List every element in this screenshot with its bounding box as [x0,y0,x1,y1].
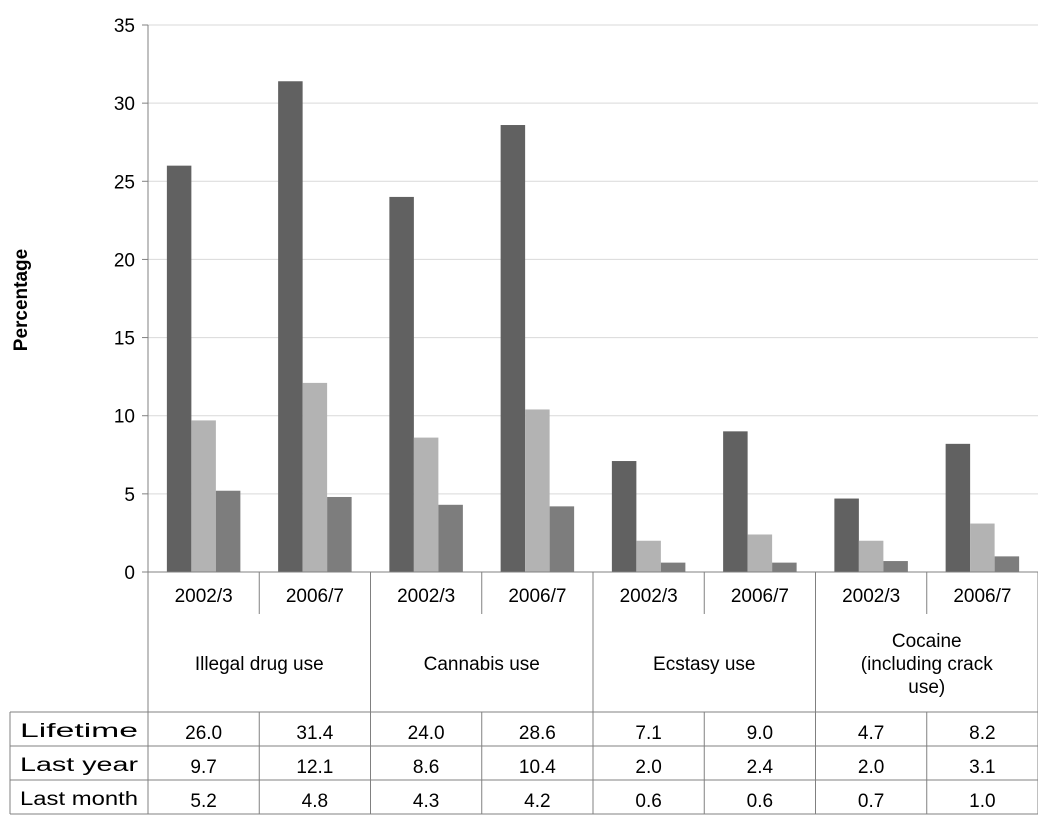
data-label: 4.3 [413,791,439,812]
bar [970,523,995,572]
bar [747,534,773,572]
bar [772,562,797,572]
series-name: Last month [20,789,138,810]
data-label: 3.1 [969,757,995,778]
group-label-line: Cannabis use [424,654,540,675]
bar [302,382,328,572]
group-label: Cannabis use [424,654,540,675]
bar [278,81,303,573]
bar [413,437,439,572]
y-tick-label: 0 [124,563,135,584]
group-label-line: Illegal drug use [195,654,324,675]
category-label: 2006/7 [953,586,1011,607]
data-label: 0.7 [858,791,884,812]
category-label: 2002/3 [842,586,900,607]
bars [166,81,1020,573]
bar [858,540,884,572]
series-name: Last year [20,755,139,776]
category-label: 2006/7 [286,586,344,607]
data-label: 8.2 [969,723,995,744]
group-label-line: (including crack [861,654,993,675]
bar [611,461,637,572]
data-label: 8.6 [413,757,439,778]
data-label: 9.7 [190,757,216,778]
group-label-line: use) [908,677,945,698]
axes: 0 5 10 15 20 25 30 35 [114,16,1038,584]
category-label: 2002/3 [175,586,233,607]
group-label: Cocaine (including crack use) [861,631,993,698]
bar [660,562,686,572]
data-label: 4.2 [524,791,550,812]
bar [327,496,352,572]
data-label: 0.6 [747,791,773,812]
y-tick-label: 15 [114,329,135,350]
y-tick-label: 35 [114,16,135,37]
data-label: 1.0 [969,791,995,812]
data-label: 2.0 [635,757,661,778]
group-label: Ecstasy use [653,654,755,675]
bar [166,165,192,572]
bar [994,556,1020,572]
y-tick-label: 25 [114,172,135,193]
group-label-line: Cocaine [892,631,962,652]
bar [883,561,908,572]
data-label: 10.4 [519,757,556,778]
bar [438,504,463,572]
data-label: 24.0 [408,723,445,744]
y-tick-label: 10 [114,407,135,428]
bar [723,431,748,572]
y-axis-label: Percentage [11,249,32,351]
data-label: 31.4 [296,723,333,744]
data-label: 26.0 [185,723,222,744]
category-label: 2002/3 [397,586,455,607]
data-label: 28.6 [519,723,556,744]
category-label: 2002/3 [620,586,678,607]
data-label: 4.8 [302,791,328,812]
category-label: 2006/7 [731,586,789,607]
data-label: 2.4 [747,757,774,778]
y-tick-label: 20 [114,250,135,271]
data-label: 0.6 [635,791,661,812]
bar [525,409,550,572]
bar [636,540,661,572]
data-label: 12.1 [296,757,333,778]
bar [389,196,414,572]
data-label: 7.1 [635,723,661,744]
y-tick-label: 5 [124,485,135,506]
group-label: Illegal drug use [195,654,324,675]
data-label: 5.2 [190,791,216,812]
data-table: 2002/3 2006/7 2002/3 2006/7 2002/3 2006/7 2002… [9,572,1038,815]
bar [945,443,971,572]
series-name: Lifetime [20,721,138,742]
bar [549,506,575,572]
bar [191,420,216,572]
data-label: 2.0 [858,757,884,778]
data-label: 4.7 [858,723,884,744]
bar [215,490,241,572]
y-tick-label: 30 [114,94,135,115]
bar [834,498,859,572]
data-label: 9.0 [747,723,773,744]
category-label: 2006/7 [508,586,566,607]
bar [500,125,526,572]
group-label-line: Ecstasy use [653,654,755,675]
